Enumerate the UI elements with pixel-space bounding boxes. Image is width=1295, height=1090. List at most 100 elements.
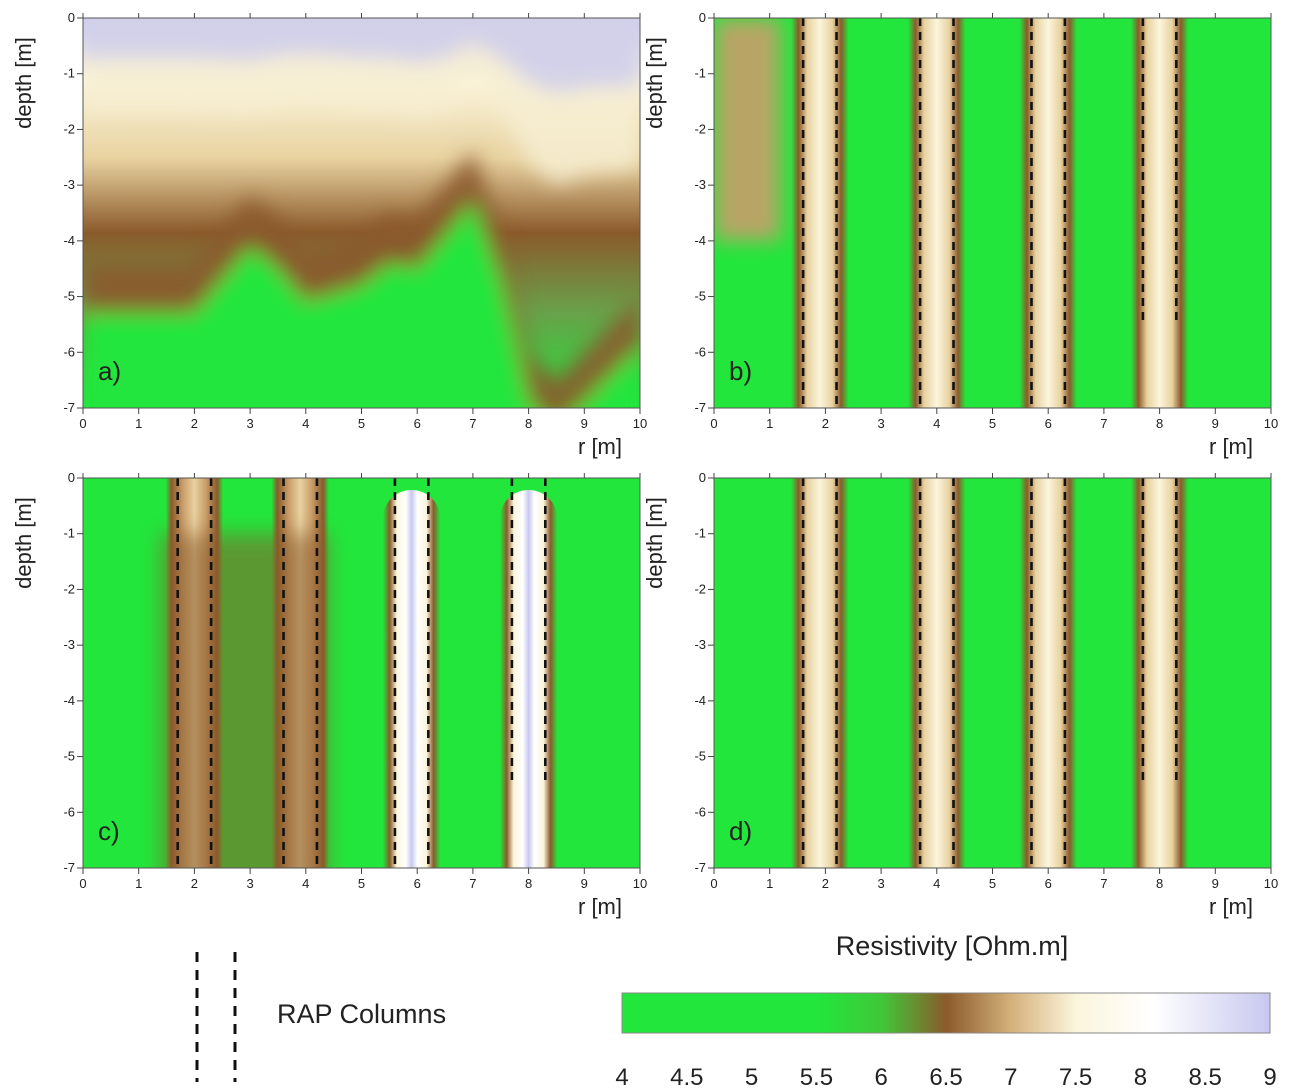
- x-tick-label: 10: [1264, 876, 1278, 891]
- x-tick-label: 0: [79, 416, 86, 431]
- y-tick-label: -5: [694, 749, 706, 764]
- x-tick-label: 5: [989, 416, 996, 431]
- x-tick-label: 5: [358, 876, 365, 891]
- x-tick-label: 4: [302, 416, 309, 431]
- y-tick-label: 0: [68, 470, 75, 485]
- resistivity-column-1: [791, 18, 849, 408]
- x-tick-label: 7: [469, 876, 476, 891]
- x-tick-label: 7: [1100, 416, 1107, 431]
- resistivity-column-4: [1130, 478, 1189, 868]
- y-tick-label: -3: [694, 637, 706, 652]
- y-tick-label: -4: [63, 233, 75, 248]
- x-tick-label: 8: [525, 416, 532, 431]
- chart-panel-a: 0 1 2 3 4 5 6 7 8 9 10 0 -1 -2 -3 -4 -5 -6 -7 r [m] depth [m…: [11, 10, 647, 459]
- colorbar-tick-label: 8.5: [1189, 1064, 1222, 1090]
- y-tick-label: -5: [694, 289, 706, 304]
- y-axis-label: depth [m]: [11, 497, 36, 589]
- heatmap-green-zone: [83, 201, 640, 408]
- x-tick-label: 9: [1212, 416, 1219, 431]
- y-tick-label: -5: [63, 289, 75, 304]
- x-tick-label: 6: [414, 876, 421, 891]
- colorbar-tick-label: 5: [745, 1064, 758, 1090]
- resistivity-column-3: [382, 490, 441, 868]
- resistivity-column-4: [499, 490, 558, 868]
- resistivity-column-2: [908, 18, 966, 408]
- x-tick-label: 9: [1212, 876, 1219, 891]
- resistivity-column-3: [1019, 478, 1077, 868]
- x-tick-label: 5: [989, 876, 996, 891]
- x-tick-label: 1: [766, 416, 773, 431]
- x-tick-label: 1: [135, 416, 142, 431]
- x-tick-label: 2: [191, 416, 198, 431]
- y-axis-label: depth [m]: [642, 497, 667, 589]
- y-tick-label: 0: [699, 470, 706, 485]
- y-tick-label: -2: [63, 581, 75, 596]
- x-axis-label: r [m]: [578, 434, 622, 459]
- x-tick-label: 3: [246, 416, 253, 431]
- colorbar-tick-label: 6: [875, 1064, 888, 1090]
- panel-label: c): [98, 816, 120, 846]
- colorbar-tick-label: 4.5: [670, 1064, 703, 1090]
- heatmap-field: [83, 18, 640, 408]
- y-tick-label: -2: [694, 581, 706, 596]
- x-tick-label: 10: [1264, 416, 1278, 431]
- resistivity-column-3: [1019, 18, 1077, 408]
- x-tick-label: 10: [633, 416, 647, 431]
- resistivity-column-4: [1130, 18, 1189, 408]
- x-tick-label: 4: [933, 416, 940, 431]
- chart-panel-c: 0 1 2 3 4 5 6 7 8 9 10 0 -1 -2 -3 -4 -5 -6 -7 r [m] depth [m…: [11, 470, 647, 919]
- x-tick-label: 1: [766, 876, 773, 891]
- y-tick-label: -4: [63, 693, 75, 708]
- y-tick-label: 0: [699, 10, 706, 25]
- chart-panel-d: 0 1 2 3 4 5 6 7 8 9 10 0 -1 -2 -3 -4 -5 -6 -7 r [m] depth [m…: [642, 470, 1278, 919]
- x-tick-label: 9: [581, 416, 588, 431]
- x-axis-label: r [m]: [1209, 434, 1253, 459]
- colorbar-tick-label: 7.5: [1059, 1064, 1092, 1090]
- x-tick-label: 6: [414, 416, 421, 431]
- y-tick-label: -2: [694, 121, 706, 136]
- resistivity-column-2: [908, 478, 966, 868]
- x-tick-label: 8: [525, 876, 532, 891]
- y-tick-label: -1: [63, 526, 75, 541]
- x-tick-label: 1: [135, 876, 142, 891]
- colorbar: Resistivity [Ohm.m] 4 4.5 5 5.5 6 6.5 7 7.5 8 8.5 9: [615, 931, 1276, 1090]
- x-axis-label: r [m]: [1209, 894, 1253, 919]
- x-tick-label: 10: [633, 876, 647, 891]
- y-tick-label: -3: [694, 177, 706, 192]
- heatmap-cream-zone: [83, 18, 640, 186]
- colorbar-tick-label: 4: [615, 1064, 628, 1090]
- colorbar-gradient: [621, 992, 1271, 1034]
- x-tick-label: 2: [191, 876, 198, 891]
- y-axis-label: depth [m]: [642, 37, 667, 129]
- y-axis-label: depth [m]: [11, 37, 36, 129]
- x-axis-label: r [m]: [578, 894, 622, 919]
- x-tick-label: 3: [877, 416, 884, 431]
- heatmap-left-zone: [714, 18, 781, 241]
- x-tick-label: 8: [1156, 876, 1163, 891]
- heatmap-brown-zone: [160, 533, 329, 868]
- y-tick-label: -7: [63, 860, 75, 875]
- y-tick-label: -6: [694, 804, 706, 819]
- plot-area: [83, 478, 640, 868]
- y-tick-label: -2: [63, 121, 75, 136]
- x-tick-label: 8: [1156, 416, 1163, 431]
- y-tick-label: -6: [63, 804, 75, 819]
- y-tick-label: -7: [694, 860, 706, 875]
- colorbar-tick-label: 9: [1263, 1064, 1276, 1090]
- x-tick-label: 0: [710, 876, 717, 891]
- x-tick-label: 9: [581, 876, 588, 891]
- x-tick-label: 3: [246, 876, 253, 891]
- colorbar-tick-label: 5.5: [800, 1064, 833, 1090]
- legend: RAP Columns: [195, 952, 446, 1082]
- y-tick-label: -4: [694, 693, 706, 708]
- x-tick-label: 6: [1045, 876, 1052, 891]
- chart-panel-b: 0 1 2 3 4 5 6 7 8 9 10 0 -1 -2 -3 -4 -5 -6 -7 r [m] depth [m…: [642, 10, 1278, 459]
- y-tick-label: -3: [63, 637, 75, 652]
- y-tick-label: -7: [63, 400, 75, 415]
- x-tick-label: 4: [302, 876, 309, 891]
- plot-area: [83, 18, 640, 408]
- x-tick-label: 7: [469, 416, 476, 431]
- x-tick-label: 2: [822, 876, 829, 891]
- y-tick-label: -5: [63, 749, 75, 764]
